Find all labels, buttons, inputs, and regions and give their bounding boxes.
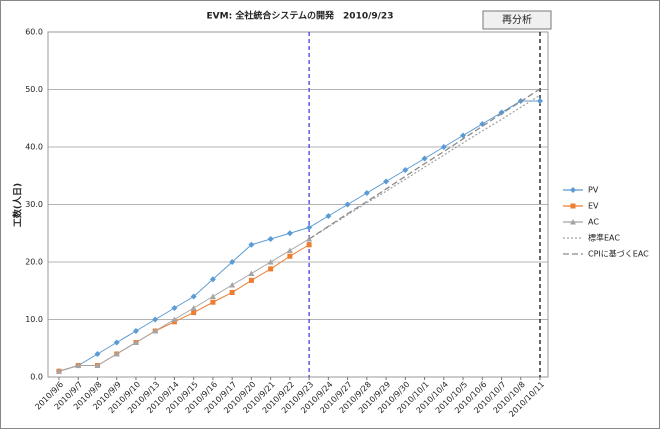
y-tick-label: 30.0 xyxy=(25,200,43,209)
data-point xyxy=(132,339,139,345)
data-point xyxy=(190,293,197,300)
data-point xyxy=(171,305,178,311)
data-point xyxy=(344,201,351,208)
data-point xyxy=(440,144,447,150)
series-line xyxy=(58,238,310,372)
data-point xyxy=(383,178,390,185)
data-point xyxy=(421,155,428,162)
y-tick-label: 10.0 xyxy=(25,315,43,324)
data-point xyxy=(402,167,409,173)
y-axis-label: 工数(人日) xyxy=(12,183,24,227)
y-tick-label: 50.0 xyxy=(25,85,43,94)
legend-marker xyxy=(570,219,576,225)
data-point xyxy=(286,247,293,253)
data-point xyxy=(306,224,313,231)
data-point xyxy=(306,242,312,248)
data-point xyxy=(94,351,101,357)
data-point xyxy=(171,316,178,322)
legend-label: 標準EAC xyxy=(588,233,620,243)
data-point xyxy=(209,293,216,299)
data-point xyxy=(152,328,159,334)
y-tick-label: 40.0 xyxy=(25,143,43,152)
data-point xyxy=(229,282,236,288)
legend-label: AC xyxy=(588,218,599,227)
series-line xyxy=(58,100,540,372)
legend-label: PV xyxy=(588,186,599,195)
y-tick-label: 20.0 xyxy=(25,258,43,267)
data-point xyxy=(152,316,159,323)
legend-marker xyxy=(570,203,576,209)
data-point xyxy=(267,259,274,265)
data-point xyxy=(267,236,274,242)
data-point xyxy=(94,362,101,368)
series-line xyxy=(308,94,541,240)
data-point xyxy=(286,230,293,237)
y-tick-label: 0.0 xyxy=(30,373,43,382)
legend-label: CPIに基づくEAC xyxy=(588,249,649,259)
data-point xyxy=(75,362,82,368)
data-point xyxy=(325,213,332,219)
data-point xyxy=(248,270,255,276)
data-point xyxy=(537,98,543,104)
data-point xyxy=(209,276,216,283)
data-point xyxy=(460,132,467,139)
data-point xyxy=(248,277,254,283)
data-point xyxy=(132,328,139,334)
legend-marker xyxy=(570,187,576,193)
data-point xyxy=(287,253,293,259)
data-point xyxy=(268,266,274,272)
data-point xyxy=(56,368,62,374)
chart-title: EVM: 全社統合システムの開発 2010/9/23 xyxy=(207,10,394,22)
series-line xyxy=(308,88,541,240)
data-point xyxy=(229,289,235,295)
data-point xyxy=(113,339,120,346)
y-tick-label: 60.0 xyxy=(25,28,43,37)
data-point xyxy=(210,299,216,305)
data-point xyxy=(191,310,197,316)
data-point xyxy=(190,305,197,311)
data-point xyxy=(229,259,236,265)
legend-label: EV xyxy=(588,202,599,211)
button-label[interactable]: 再分析 xyxy=(502,13,532,26)
data-point xyxy=(363,190,370,196)
data-point xyxy=(248,241,255,248)
button[interactable] xyxy=(482,10,552,30)
data-point xyxy=(113,351,120,357)
